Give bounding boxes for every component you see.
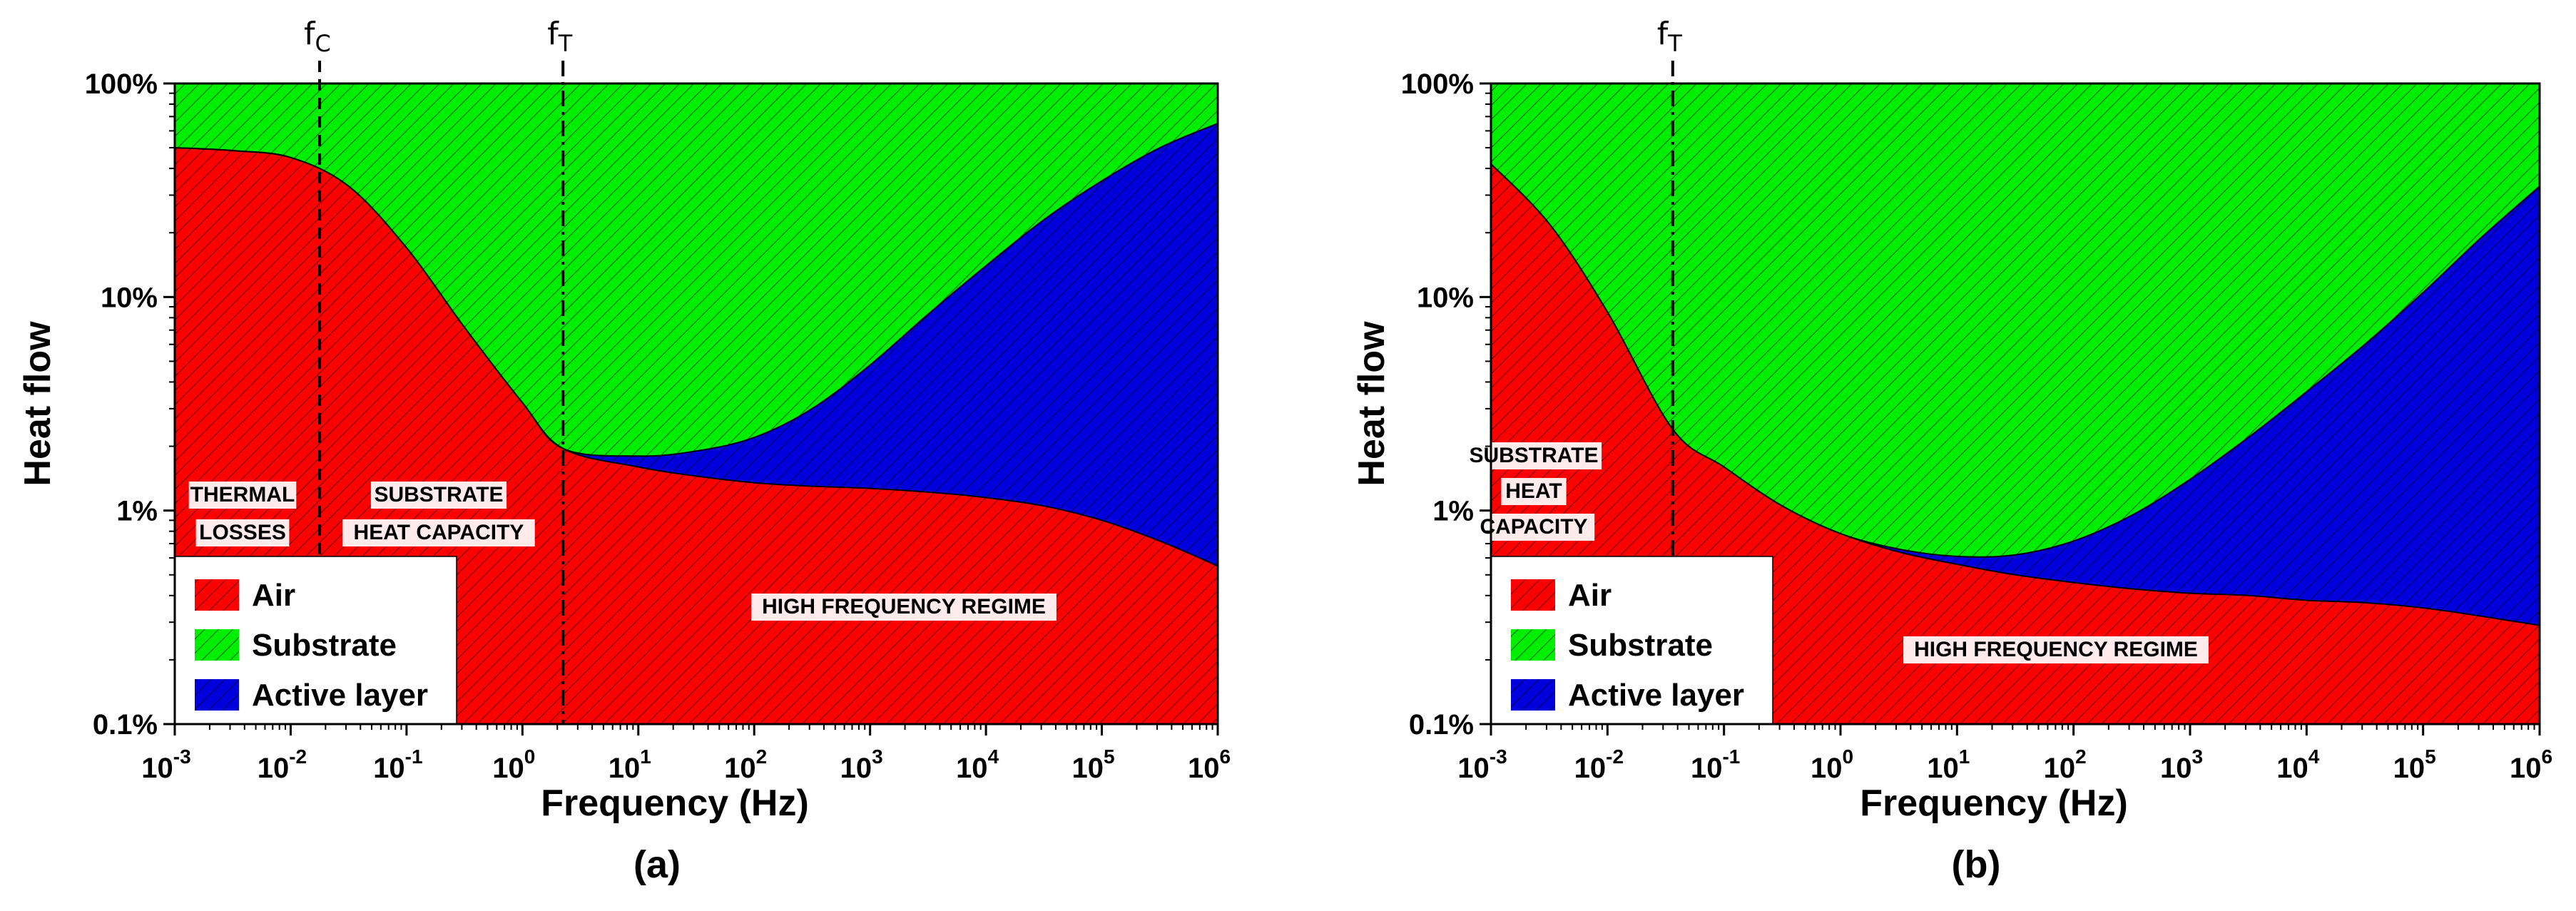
region-annotation: HIGH FREQUENCY REGIME (1903, 636, 2209, 663)
marker-label-ft: fT (1657, 16, 1683, 57)
air-boundary-line (1490, 163, 2540, 626)
marker-label-fc: fC (304, 16, 331, 57)
y-tick-label: 0.1% (93, 709, 158, 740)
annotation-line: LOSSES (199, 521, 286, 544)
legend-label-substrate: Substrate (1568, 628, 1713, 663)
legend-label-air: Air (1568, 578, 1612, 613)
legend-swatch-hatch-air (195, 579, 239, 611)
x-tick-label: 101 (1927, 745, 1970, 784)
annotation-bg (195, 519, 290, 546)
y-tick-label: 1% (116, 496, 158, 527)
x-tick-label: 106 (1188, 745, 1231, 784)
y-tick-label: 10% (1417, 282, 1474, 313)
x-axis-label: Frequency (Hz) (1860, 783, 2128, 824)
legend-swatch-hatch-substrate (1511, 629, 1555, 661)
legend: Air Substrate Active layer (174, 556, 457, 725)
x-tick-label: 10-1 (373, 745, 422, 784)
y-tick-label: 10% (101, 282, 158, 313)
annotation-line: CAPACITY (1480, 515, 1587, 539)
legend-swatch-hatch-active (1511, 679, 1555, 711)
x-tick-label: 10-3 (1457, 745, 1507, 784)
y-tick-label: 1% (1432, 496, 1474, 527)
x-tick-label: 105 (2393, 745, 2436, 784)
panel-b: fT SUBSTRATE HEAT CAPACITY HIGH FREQUENCY RE… (1351, 16, 2552, 886)
legend: Air Substrate Active layer (1490, 556, 1773, 725)
y-tick-label: 100% (1401, 68, 1474, 100)
legend-label-air: Air (252, 578, 295, 613)
panel-label: (a) (633, 843, 681, 886)
x-tick-label: 105 (1072, 745, 1115, 784)
x-tick-label: 10-1 (1691, 745, 1740, 784)
x-tick-label: 104 (956, 745, 999, 784)
legend-swatch-hatch-active (195, 679, 239, 711)
x-tick-label: 100 (492, 745, 535, 784)
annotation-line: SUBSTRATE (1469, 444, 1598, 467)
annotation-bg (751, 594, 1057, 621)
legend-label-substrate: Substrate (252, 628, 397, 663)
x-tick-label: 102 (724, 745, 767, 784)
annotation-line: SUBSTRATE (374, 483, 503, 507)
y-axis-label: Heat flow (17, 321, 58, 487)
annotation-bg (370, 482, 507, 509)
annotation-bg (1501, 478, 1567, 505)
x-tick-label: 106 (2510, 745, 2552, 784)
legend-label-active: Active layer (1568, 678, 1744, 713)
y-tick-label: 0.1% (1409, 709, 1474, 740)
x-tick-label: 103 (840, 745, 883, 784)
y-tick-label: 100% (85, 68, 158, 100)
annotation-line: THERMAL (190, 483, 295, 507)
x-tick-label: 10-3 (141, 745, 190, 784)
region-annotation: HIGH FREQUENCY REGIME (751, 594, 1057, 621)
y-axis-label: Heat flow (1351, 321, 1393, 487)
air-boundary-line (174, 147, 1218, 567)
x-tick-label: 104 (2276, 745, 2320, 784)
annotation-bg (342, 519, 535, 546)
annotation-line: HEAT CAPACITY (354, 521, 524, 544)
annotation-bg (1472, 514, 1595, 541)
marker-label-ft: fT (547, 16, 573, 57)
x-tick-label: 10-2 (1574, 745, 1624, 784)
x-axis-label: Frequency (Hz) (541, 783, 809, 824)
x-tick-label: 102 (2044, 745, 2087, 784)
annotation-line: HIGH FREQUENCY REGIME (762, 595, 1046, 619)
annotation-line: HEAT (1505, 479, 1562, 503)
annotation-line: HIGH FREQUENCY REGIME (1914, 638, 2198, 661)
region-annotation: SUBSTRATE HEAT CAPACITY (342, 482, 535, 546)
legend-swatch-hatch-substrate (195, 629, 239, 661)
annotation-bg (1903, 636, 2209, 663)
x-tick-label: 10-2 (258, 745, 307, 784)
annotation-bg (188, 482, 297, 509)
x-tick-label: 103 (2160, 745, 2203, 784)
legend-swatch-hatch-air (1511, 579, 1555, 611)
panel-label: (b) (1952, 843, 2001, 886)
legend-label-active: Active layer (252, 678, 428, 713)
x-tick-label: 100 (1811, 745, 1853, 784)
plot-frame (173, 82, 1219, 726)
plot-frame (1490, 82, 2541, 726)
panel-a: fC fT THERMAL LOSSES SUBSTRATE HEAT CAPACITY H… (17, 16, 1231, 886)
x-tick-label: 101 (609, 745, 651, 784)
region-annotation: THERMAL LOSSES (188, 482, 297, 546)
